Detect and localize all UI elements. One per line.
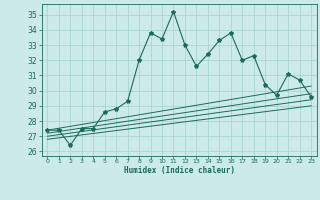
X-axis label: Humidex (Indice chaleur): Humidex (Indice chaleur) bbox=[124, 166, 235, 175]
